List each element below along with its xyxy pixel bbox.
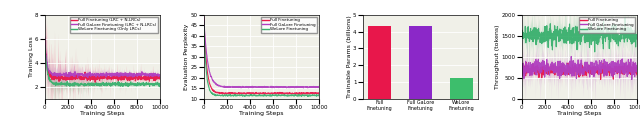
Bar — [368, 26, 390, 99]
Legend: Full Finetuning, Full GaLore Finetuning, WeLore Finetuning: Full Finetuning, Full GaLore Finetuning,… — [579, 17, 635, 33]
Bar — [450, 78, 472, 99]
X-axis label: Training Steps: Training Steps — [239, 111, 284, 116]
Y-axis label: Training Loss: Training Loss — [29, 36, 34, 77]
Y-axis label: Throughput (tokens): Throughput (tokens) — [495, 24, 500, 89]
Legend: Full Finetuning, Full GaLore Finetuning, WeLore Finetuning: Full Finetuning, Full GaLore Finetuning,… — [261, 17, 317, 33]
Y-axis label: Evaluation Perplexity: Evaluation Perplexity — [184, 23, 189, 90]
Y-axis label: Trainable Params (billions): Trainable Params (billions) — [346, 15, 351, 98]
X-axis label: Training Steps: Training Steps — [80, 111, 125, 116]
X-axis label: Training Steps: Training Steps — [557, 111, 602, 116]
Bar — [409, 26, 431, 99]
Legend: Full Finetuning (LRC + N-LRCs), Full GaLore Finetuning (LRC + N-LRCs), WeLore Fi: Full Finetuning (LRC + N-LRCs), Full GaL… — [70, 17, 158, 33]
